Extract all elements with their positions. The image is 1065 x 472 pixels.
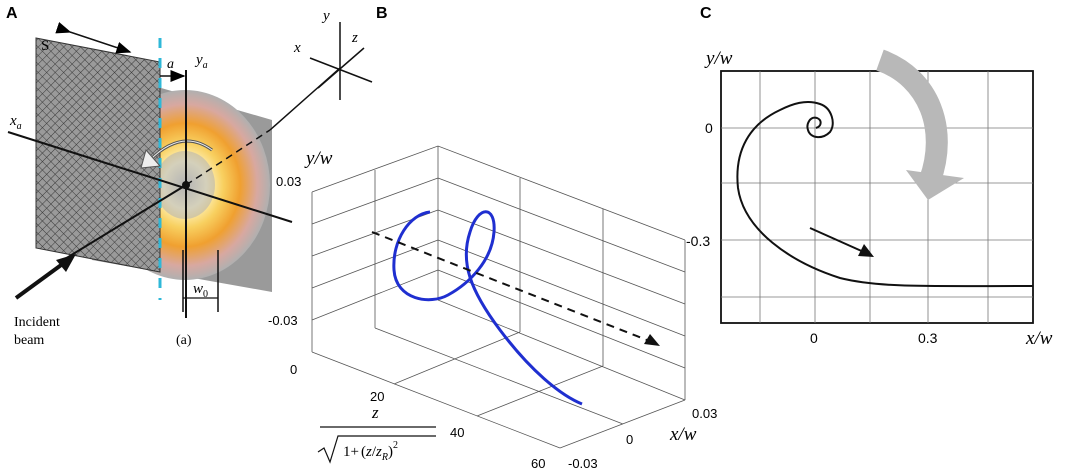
propagation-arrow-head xyxy=(644,334,660,346)
big-rotation-arrow xyxy=(875,49,948,184)
b-ztick-0: 0 xyxy=(290,362,297,377)
c-ytick-0: 0 xyxy=(705,120,713,136)
c-grid xyxy=(721,71,1033,323)
b-xlabel: x/w xyxy=(669,424,697,445)
b-xtick-neg: -0.03 xyxy=(568,456,598,471)
direction-arrow-line xyxy=(809,227,867,254)
screen-s xyxy=(35,37,161,273)
b-zlabel-num: z xyxy=(371,403,379,422)
panel-a-letter: A xyxy=(6,5,18,22)
propagation-dashed-arrow xyxy=(371,231,653,343)
coord-z xyxy=(317,47,365,89)
b-ytick-top: 0.03 xyxy=(276,174,301,189)
vortex-arrow-head xyxy=(140,148,162,169)
gap-label: a xyxy=(167,57,174,72)
helix-curve xyxy=(392,210,583,406)
b-ztick-60: 60 xyxy=(531,456,545,471)
panel-a: A S xyxy=(6,5,373,348)
propagation-axis xyxy=(59,184,187,263)
c-ytick-neg: -0.3 xyxy=(686,233,710,249)
panel-c-letter: C xyxy=(700,5,712,22)
c-xtick-03: 0.3 xyxy=(918,330,938,346)
incident-arrow-head xyxy=(56,254,76,272)
c-xlabel: x/w xyxy=(1025,328,1053,349)
ya-label: ya xyxy=(194,52,208,71)
panel-b-letter: B xyxy=(376,5,388,22)
b-xtick-zero: 0 xyxy=(626,432,633,447)
panel-c: C y/w 0 -0.3 0 0.3 x/w xyxy=(686,5,1053,349)
xa-axis xyxy=(7,131,293,223)
origin-dot xyxy=(182,181,190,189)
waist-label: w0 xyxy=(193,281,208,300)
c-xtick-0: 0 xyxy=(810,330,818,346)
panel-b-grid xyxy=(311,145,686,449)
direction-arrow-head xyxy=(858,244,874,257)
panel-a-caption: (a) xyxy=(176,333,192,348)
b-ytick-bottom: -0.03 xyxy=(268,313,298,328)
b-ztick-40: 40 xyxy=(450,425,464,440)
incident-label-1: Incident xyxy=(14,315,60,330)
b-zlabel-sqrt xyxy=(317,435,436,464)
screen-label: S xyxy=(41,38,49,54)
incident-arrow-line xyxy=(14,258,70,300)
coord-x-label: x xyxy=(293,40,301,56)
big-rotation-arrow-head xyxy=(906,170,964,200)
c-frame xyxy=(720,70,1034,324)
coord-x xyxy=(309,57,373,83)
coord-y-label: y xyxy=(321,8,330,24)
xa-label: xa xyxy=(9,113,22,132)
panel-b: B xyxy=(268,5,717,471)
trajectory-spiral xyxy=(736,100,1034,288)
coord-z-label: z xyxy=(351,30,358,46)
b-xtick-pos: 0.03 xyxy=(692,406,717,421)
propagation-axis-dashed xyxy=(185,129,271,186)
screen-width-arrow xyxy=(55,22,132,54)
b-zlabel-den: 1+ (z/zR)2 xyxy=(343,440,398,463)
b-ztick-20: 20 xyxy=(370,389,384,404)
incident-label-2: beam xyxy=(14,333,44,348)
c-ylabel: y/w xyxy=(704,48,733,69)
b-ylabel: y/w xyxy=(304,148,333,169)
vortex-arc-inner xyxy=(149,140,213,161)
